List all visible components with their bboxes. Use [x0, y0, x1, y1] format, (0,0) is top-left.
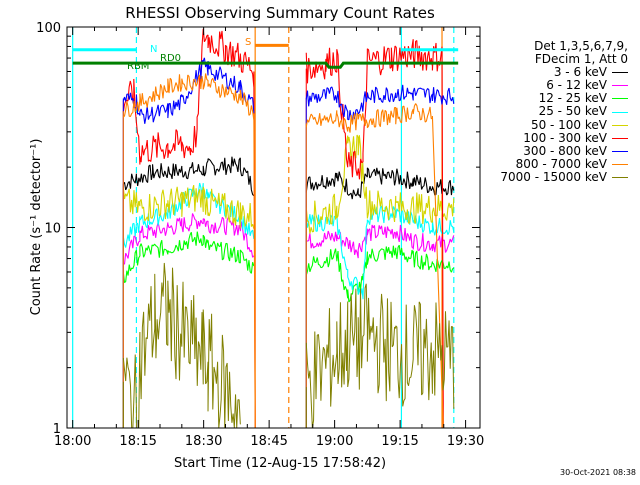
legend-swatch: [612, 111, 628, 113]
series-line: [122, 231, 255, 283]
y-axis-label: Count Rate (s⁻¹ detector⁻¹): [29, 139, 44, 316]
legend-entry-50-100-kev: 50 - 100 keV: [482, 117, 630, 132]
series-line: [305, 167, 455, 200]
legend-entry-label: 6 - 12 keV: [546, 78, 607, 93]
legend-header-line: FDecim 1, Att 0: [534, 52, 628, 67]
flag-label-n: N: [150, 44, 157, 55]
y-tick-label: 1: [53, 422, 61, 437]
flag-label-rd0: RD0: [160, 53, 181, 64]
chart-title: RHESSI Observing Summary Count Rates: [125, 4, 435, 22]
legend-entry-label: 12 - 25 keV: [538, 91, 607, 106]
legend: Det 1,3,5,6,7,9, FDecim 1, Att 0 3 - 6 k…: [482, 39, 630, 184]
series-line: [305, 244, 455, 303]
legend-entry-label: 25 - 50 keV: [538, 104, 607, 119]
legend-entries: 3 - 6 keV 6 - 12 keV 12 - 25 keV 25 - 50 ke…: [482, 66, 630, 184]
legend-swatch: [612, 98, 628, 100]
flag-line-rd0: [72, 61, 459, 69]
series-line: [122, 156, 255, 197]
legend-swatch: [612, 85, 628, 87]
series-line: [123, 213, 255, 265]
legend-entry-800-7000-kev: 800 - 7000 keV: [482, 156, 630, 171]
x-tick-label: 18:45: [250, 434, 287, 449]
legend-entry-12-25-kev: 12 - 25 keV: [482, 92, 630, 105]
legend-entry-300-800-kev: 300 - 800 keV: [482, 143, 630, 158]
y-tick-label: 10: [44, 222, 61, 237]
series-line: [305, 224, 455, 259]
series-line: [122, 73, 256, 429]
x-tick-label: 18:00: [54, 434, 91, 449]
x-tick-label: 19:30: [447, 434, 484, 449]
series-line: [305, 84, 455, 122]
series-line: [305, 134, 455, 234]
legend-swatch: [612, 124, 628, 126]
series-line: [122, 28, 256, 429]
legend-swatch: [612, 137, 628, 139]
legend-swatch: [612, 150, 628, 152]
legend-entry-label: 800 - 7000 keV: [515, 156, 607, 171]
series-100-300-kev: [122, 28, 444, 429]
x-tick-label: 18:30: [185, 434, 222, 449]
series-line: [122, 262, 241, 429]
legend-entry-25-50-kev: 25 - 50 keV: [482, 105, 630, 118]
legend-entry-label: 3 - 6 keV: [553, 65, 607, 80]
flag-label-s: S: [245, 37, 251, 48]
legend-swatch: [612, 72, 628, 74]
x-tick-label: 19:00: [316, 434, 353, 449]
series-800-7000-kev: [122, 73, 444, 429]
series-line: [305, 103, 444, 429]
series-line: [122, 57, 255, 124]
legend-entry-3-6-kev: 3 - 6 keV: [482, 66, 630, 79]
legend-entry-6-12-kev: 6 - 12 keV: [482, 79, 630, 92]
series-7000-15000-kev: [122, 262, 455, 429]
x-tick-label: 19:15: [381, 434, 418, 449]
series-line: [305, 205, 455, 300]
legend-header-line: Det 1,3,5,6,7,9,: [534, 39, 628, 53]
series-line: [122, 184, 255, 229]
render-timestamp: 30-Oct-2021 08:38: [560, 468, 636, 477]
series-line: [305, 39, 444, 429]
legend-entry-label: 100 - 300 keV: [523, 130, 607, 145]
legend-entry-label: 300 - 800 keV: [523, 143, 607, 158]
x-axis-label: Start Time (12-Aug-15 17:58:42): [174, 456, 386, 471]
series-line: [305, 283, 455, 429]
y-tick-label: 100: [36, 21, 61, 36]
legend-swatch: [612, 163, 628, 165]
legend-entry-7000-15000-kev: 7000 - 15000 keV: [482, 169, 630, 184]
legend-entry-100-300-kev: 100 - 300 keV: [482, 130, 630, 145]
x-tick-label: 18:15: [119, 434, 156, 449]
legend-swatch: [612, 176, 628, 178]
flag-label-rbm: RBM: [127, 61, 149, 72]
legend-entry-label: 50 - 100 keV: [530, 117, 607, 132]
legend-entry-label: 7000 - 15000 keV: [500, 169, 607, 184]
